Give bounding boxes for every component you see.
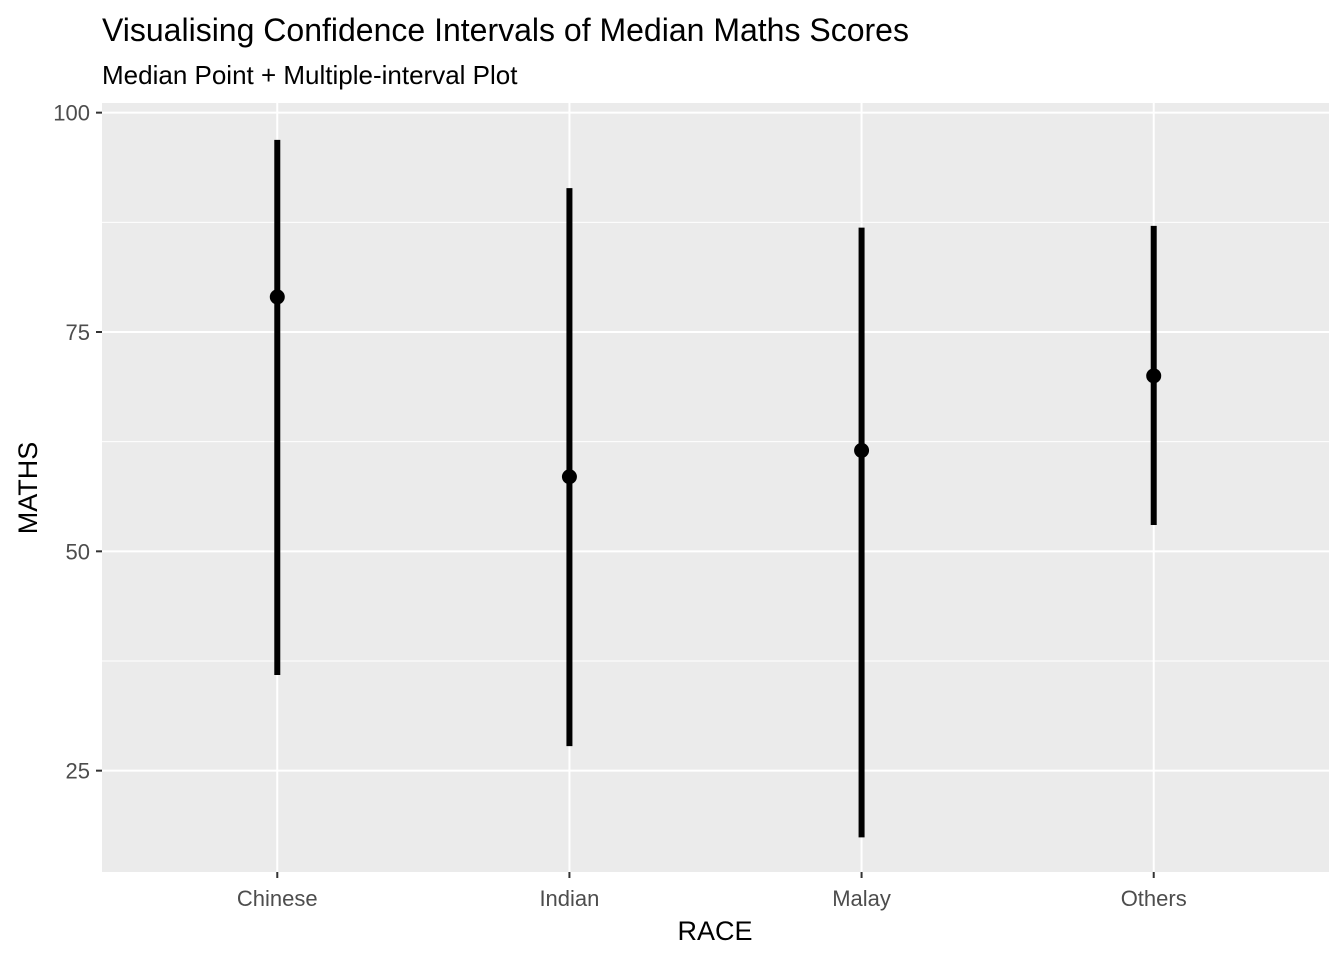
y-tick-label: 50 [66, 539, 90, 564]
minor-gridlines [102, 221, 1329, 662]
x-axis: Chinese Indian Malay Others [237, 872, 1187, 911]
x-tick-label: Others [1121, 886, 1187, 911]
y-tick-label: 25 [66, 759, 90, 784]
median-point-chinese [269, 289, 285, 305]
chart-title: Visualising Confidence Intervals of Medi… [102, 12, 909, 48]
y-tick-label: 100 [53, 101, 90, 126]
plot-panel [102, 103, 1329, 872]
median-point-others [1146, 368, 1162, 384]
y-axis: 25 50 75 100 [53, 101, 102, 784]
x-axis-label: RACE [677, 916, 752, 946]
median-point-malay [854, 442, 870, 458]
x-tick-label: Malay [832, 886, 891, 911]
y-tick-label: 75 [66, 320, 90, 345]
x-tick-label: Indian [539, 886, 599, 911]
interval-marks [269, 139, 1162, 838]
y-axis-label: MATHS [13, 442, 43, 535]
x-tick-label: Chinese [237, 886, 318, 911]
chart-subtitle: Median Point + Multiple-interval Plot [102, 60, 518, 90]
median-point-indian [561, 469, 577, 485]
